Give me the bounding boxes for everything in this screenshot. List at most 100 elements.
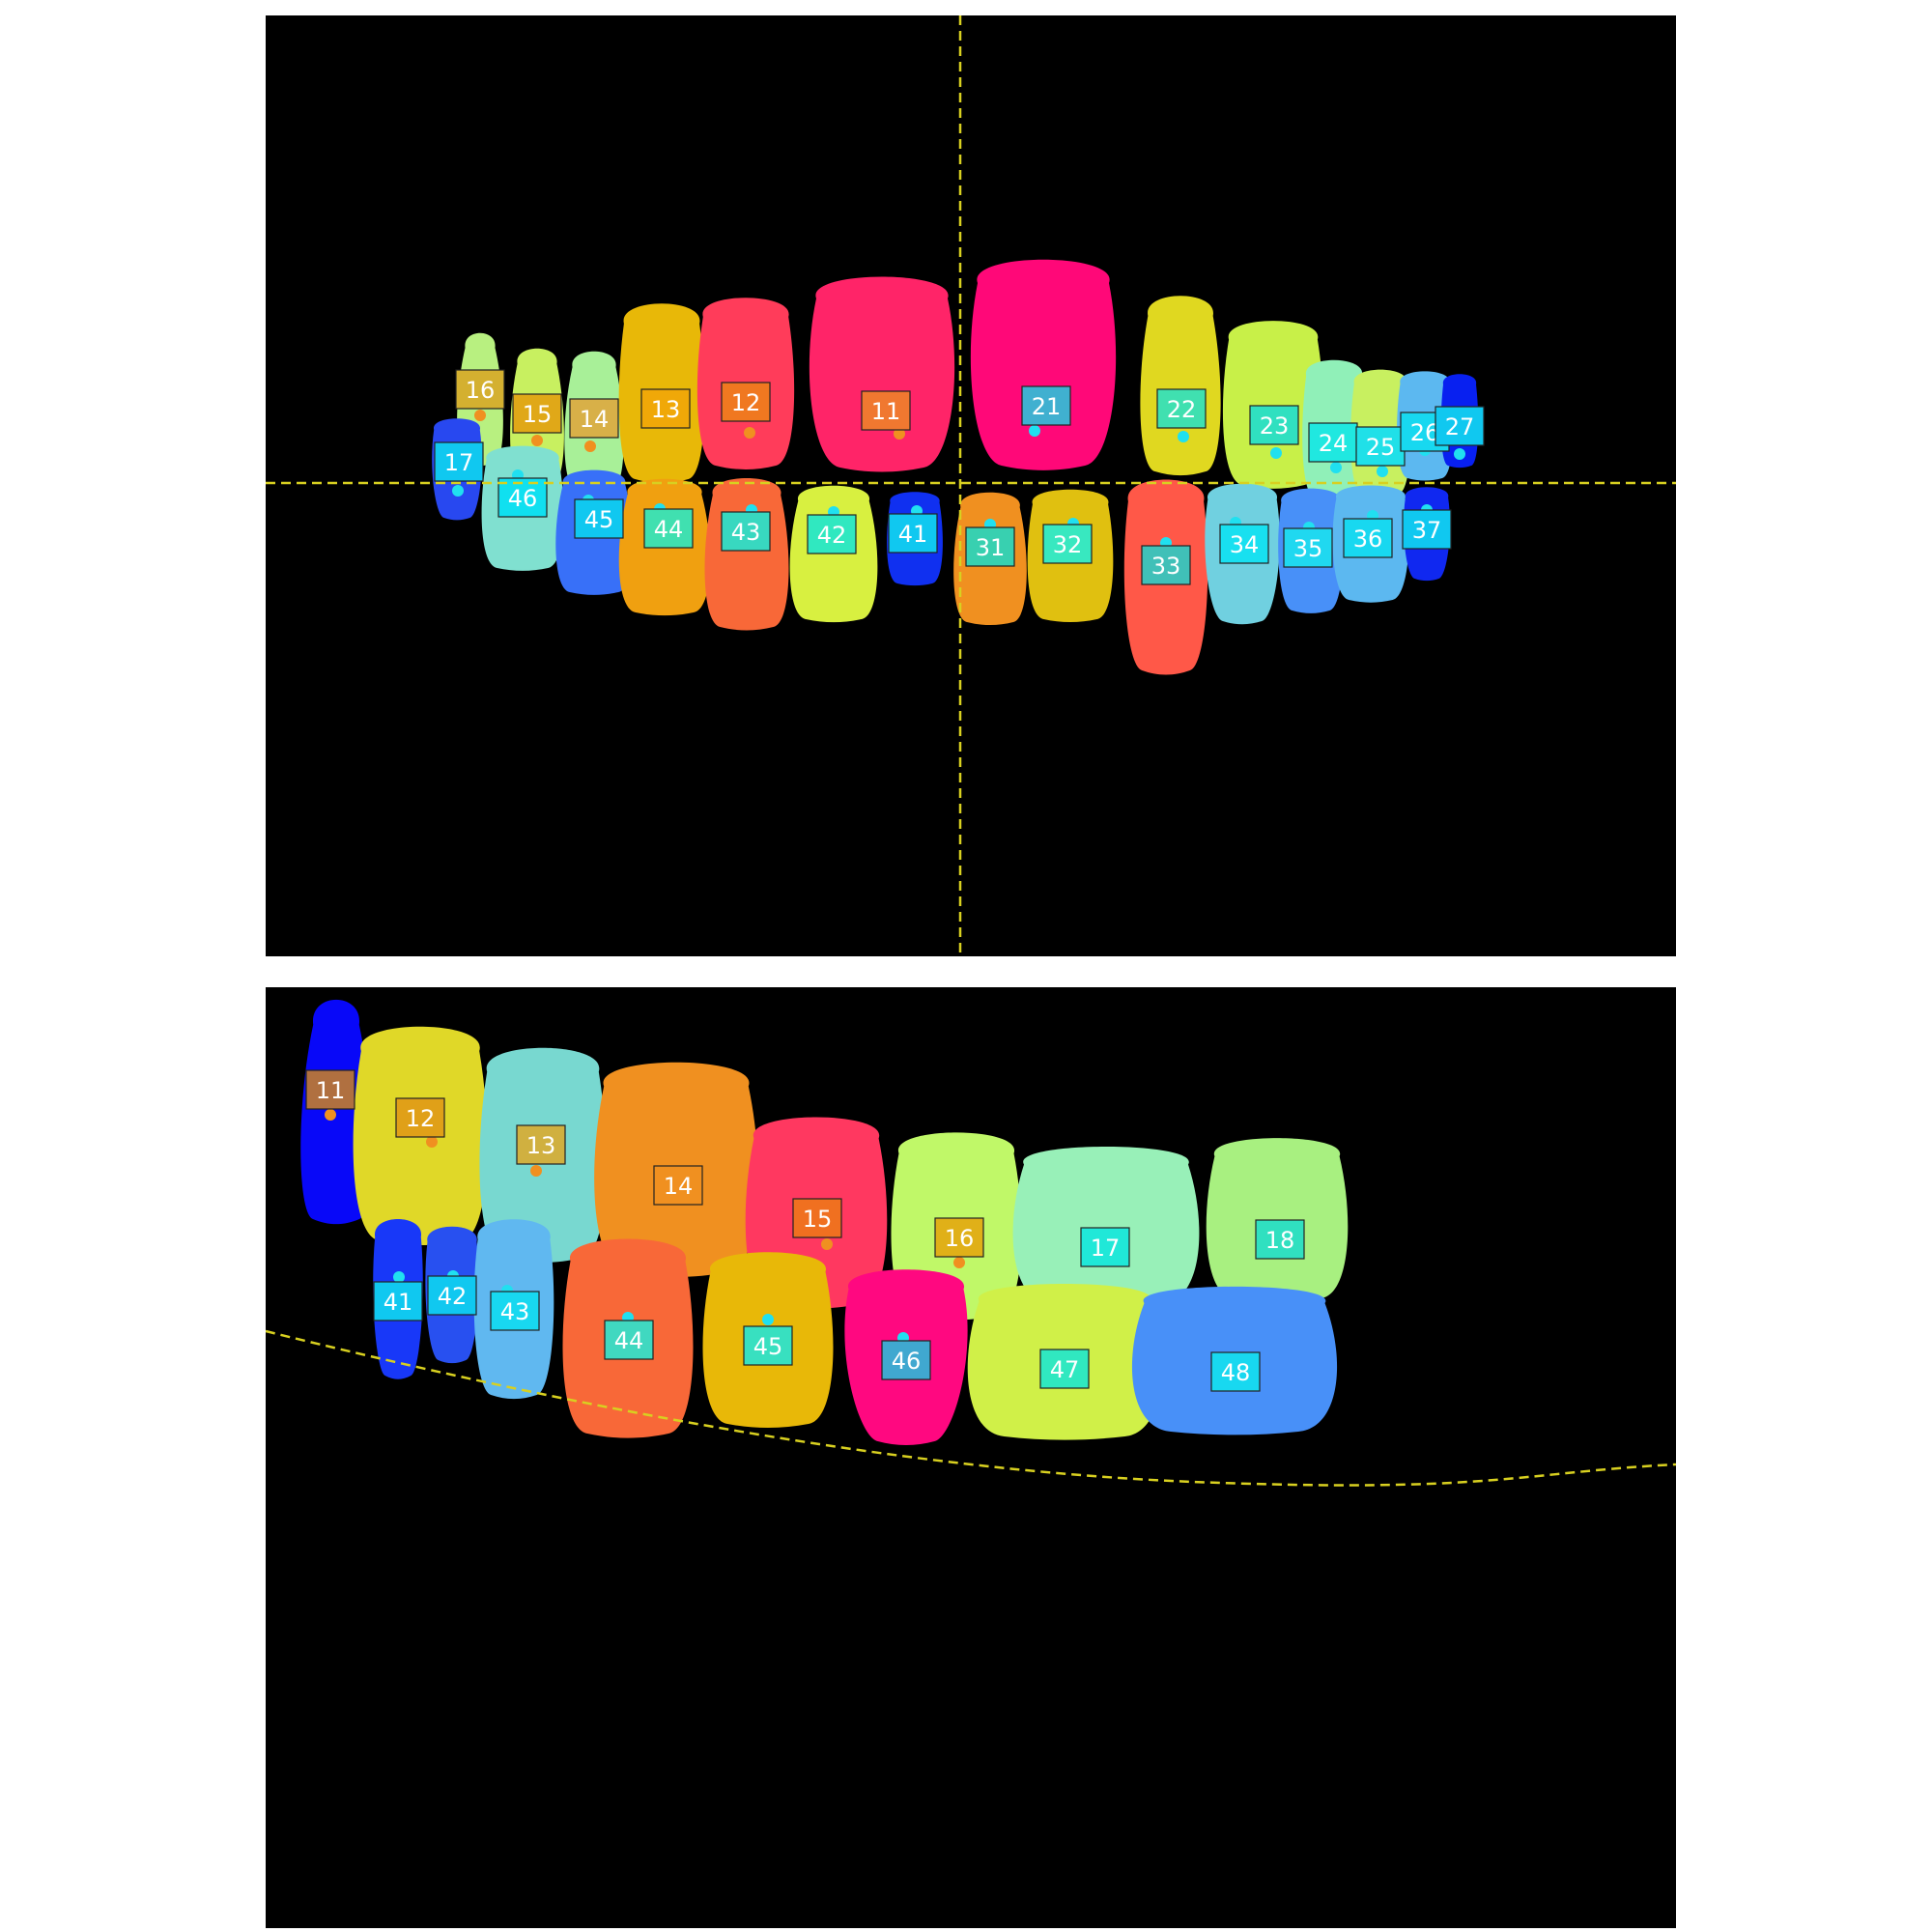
tooth-18-label-box bbox=[1255, 1219, 1305, 1260]
tooth-14-label-box bbox=[653, 1165, 703, 1206]
frontal-view-canvas: 16 15 14 13 12 11 21 22 23 24 25 26 27 17 46 45 44 43 42 41… bbox=[266, 15, 1676, 956]
tooth-12-label: 12 bbox=[731, 389, 761, 416]
tooth-43-label: 43 bbox=[731, 519, 761, 546]
tooth-12-centroid-dot bbox=[744, 427, 755, 439]
tooth-16-label: 16 bbox=[466, 377, 496, 404]
tooth-37-label: 37 bbox=[1412, 517, 1442, 544]
lateral-view-panel: 11 12 13 14 15 16 17 18 41 42 43 44 45 46 47 48 bbox=[266, 987, 1676, 1928]
tooth-41-label-box bbox=[888, 513, 938, 554]
tooth-23-label-box bbox=[1249, 405, 1299, 445]
tooth-42-label-box bbox=[427, 1275, 477, 1316]
tooth-47-label-box bbox=[1039, 1349, 1090, 1389]
tooth-42-label: 42 bbox=[438, 1283, 468, 1310]
tooth-27-label-box bbox=[1435, 406, 1485, 446]
frontal-view-teeth bbox=[432, 259, 1479, 675]
tooth-25-label-box bbox=[1355, 426, 1406, 467]
tooth-16-label: 16 bbox=[945, 1225, 975, 1252]
tooth-17-label: 17 bbox=[1091, 1235, 1121, 1262]
tooth-21-label: 21 bbox=[1032, 393, 1062, 420]
tooth-47-label: 47 bbox=[1050, 1356, 1080, 1383]
tooth-46-label: 46 bbox=[892, 1348, 922, 1375]
tooth-13-label: 13 bbox=[651, 396, 681, 423]
tooth-12-label: 12 bbox=[406, 1105, 436, 1132]
tooth-22-shape bbox=[1140, 296, 1221, 476]
frontal-view-panel: 16 15 14 13 12 11 21 22 23 24 25 26 27 17 46 45 44 43 42 41… bbox=[266, 15, 1676, 956]
tooth-31-label: 31 bbox=[976, 534, 1006, 561]
tooth-13-label-box bbox=[640, 388, 691, 429]
tooth-13-label-box bbox=[516, 1124, 566, 1165]
tooth-46-label-box bbox=[881, 1340, 931, 1380]
tooth-42-label: 42 bbox=[817, 522, 847, 549]
tooth-43-shape bbox=[704, 477, 789, 631]
tooth-45-label-box bbox=[743, 1325, 793, 1366]
tooth-11-label: 11 bbox=[316, 1077, 346, 1104]
tooth-17-label: 17 bbox=[444, 449, 474, 476]
tooth-15-label: 15 bbox=[523, 401, 553, 428]
tooth-45-label: 45 bbox=[753, 1333, 783, 1360]
tooth-23-label: 23 bbox=[1260, 412, 1290, 440]
tooth-46-label-box bbox=[497, 477, 548, 518]
tooth-43-label: 43 bbox=[500, 1298, 530, 1325]
tooth-11-label-box bbox=[861, 390, 911, 431]
tooth-41-centroid-dot bbox=[393, 1271, 405, 1283]
tooth-48-label-box bbox=[1210, 1351, 1261, 1392]
tooth-15-label-box bbox=[792, 1198, 842, 1238]
lateral-view-labels: 11 12 13 14 15 16 17 18 41 42 43 44 45 46 47 48 bbox=[305, 1069, 1305, 1392]
tooth-33-label-box bbox=[1141, 545, 1191, 585]
tooth-32-label: 32 bbox=[1053, 531, 1083, 558]
tooth-14-centroid-dot bbox=[690, 1204, 701, 1215]
tooth-15-centroid-dot bbox=[531, 435, 543, 446]
tooth-15-label: 15 bbox=[803, 1206, 833, 1233]
tooth-24-label-box bbox=[1308, 422, 1358, 463]
tooth-35-label-box bbox=[1283, 527, 1333, 568]
tooth-17-shape bbox=[1012, 1147, 1200, 1307]
tooth-17-label-box bbox=[1080, 1227, 1130, 1267]
tooth-12-centroid-dot bbox=[426, 1136, 438, 1148]
tooth-48-label: 48 bbox=[1221, 1359, 1251, 1386]
tooth-11-centroid-dot bbox=[325, 1109, 336, 1121]
tooth-33-label: 33 bbox=[1151, 553, 1181, 580]
tooth-43-label-box bbox=[490, 1291, 540, 1331]
tooth-16-centroid-dot bbox=[953, 1257, 965, 1268]
tooth-21-shape bbox=[970, 259, 1117, 470]
tooth-21-label-box bbox=[1021, 385, 1071, 426]
tooth-21-centroid-dot bbox=[1029, 425, 1040, 437]
tooth-11-shape bbox=[809, 276, 955, 472]
tooth-22-label: 22 bbox=[1167, 396, 1197, 423]
tooth-44-label: 44 bbox=[614, 1327, 644, 1354]
tooth-44-label-box bbox=[643, 508, 694, 549]
tooth-12-label-box bbox=[721, 382, 771, 422]
tooth-25-label: 25 bbox=[1366, 434, 1396, 461]
tooth-13-centroid-dot bbox=[530, 1165, 542, 1177]
tooth-42-label-box bbox=[807, 514, 857, 554]
tooth-35-label: 35 bbox=[1293, 535, 1323, 562]
tooth-15-label-box bbox=[512, 393, 562, 434]
tooth-17-centroid-dot bbox=[452, 485, 464, 497]
tooth-41-label: 41 bbox=[898, 521, 928, 548]
tooth-12-label-box bbox=[395, 1097, 445, 1138]
tooth-14-label: 14 bbox=[664, 1173, 694, 1200]
tooth-27-label: 27 bbox=[1445, 413, 1475, 440]
tooth-43-label-box bbox=[721, 511, 771, 552]
tooth-14-label-box bbox=[569, 398, 619, 439]
tooth-22-label-box bbox=[1156, 388, 1207, 429]
tooth-37-label-box bbox=[1402, 509, 1452, 550]
tooth-27-centroid-dot bbox=[1454, 448, 1465, 460]
tooth-23-centroid-dot bbox=[1270, 447, 1282, 459]
tooth-34-label-box bbox=[1219, 524, 1269, 564]
tooth-46-label: 46 bbox=[508, 485, 538, 512]
tooth-24-centroid-dot bbox=[1330, 462, 1342, 473]
tooth-11-centroid-dot bbox=[894, 428, 905, 440]
tooth-16-centroid-dot bbox=[474, 410, 486, 421]
tooth-24-label: 24 bbox=[1319, 430, 1349, 457]
tooth-11-label-box bbox=[305, 1069, 355, 1110]
tooth-26-label: 26 bbox=[1410, 419, 1440, 446]
tooth-31-label-box bbox=[965, 526, 1015, 567]
tooth-16-label-box bbox=[934, 1217, 984, 1258]
tooth-15-centroid-dot bbox=[821, 1238, 833, 1250]
tooth-17-label-box bbox=[434, 441, 484, 482]
tooth-14-label: 14 bbox=[580, 406, 610, 433]
tooth-22-centroid-dot bbox=[1178, 431, 1189, 442]
tooth-45-label: 45 bbox=[584, 506, 614, 533]
tooth-32-label-box bbox=[1042, 524, 1093, 564]
